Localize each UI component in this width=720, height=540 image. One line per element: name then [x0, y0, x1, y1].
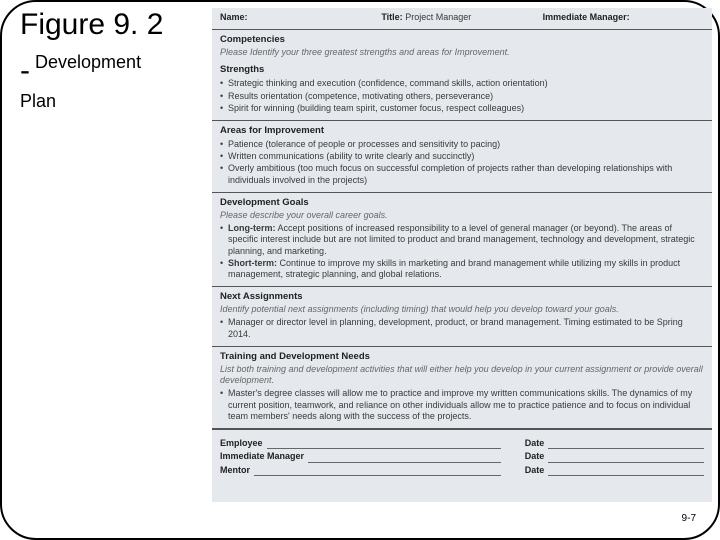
subtitle-word: Development [35, 52, 141, 72]
list-item: Short-term: Continue to improve my skill… [220, 258, 704, 281]
signature-line [308, 454, 501, 463]
list-item: Master's degree classes will allow me to… [220, 388, 704, 422]
goals-title: Development Goals [220, 197, 704, 209]
strengths-title: Strengths [220, 64, 704, 76]
manager-field: Immediate Manager: [543, 12, 704, 23]
next-section: Next Assignments Identify potential next… [212, 287, 712, 347]
date-label: Date [525, 465, 545, 476]
signature-row: Immediate Manager Date [212, 451, 712, 462]
form-header-row: Name: Title: Project Manager Immediate M… [212, 8, 712, 30]
training-instruction: List both training and development activ… [220, 364, 704, 387]
areas-list: Patience (tolerance of people or process… [220, 139, 704, 186]
figure-subtitle: - Development Plan [20, 51, 206, 113]
next-list: Manager or director level in planning, d… [220, 317, 704, 340]
signature-block: Employee Date Immediate Manager Date Men… [212, 429, 712, 480]
name-field: Name: [220, 12, 381, 23]
date-line [548, 467, 704, 476]
signature-row: Mentor Date [212, 465, 712, 476]
training-title: Training and Development Needs [220, 351, 704, 363]
slide-frame: Figure 9. 2 - Development Plan Name: Tit… [0, 0, 720, 540]
subtitle-line2: Plan [20, 91, 56, 111]
goals-list: Long-term: Accept positions of increased… [220, 223, 704, 280]
areas-section: Areas for Improvement Patience (toleranc… [212, 121, 712, 193]
signature-line [254, 467, 501, 476]
list-item: Overly ambitious (too much focus on succ… [220, 163, 704, 186]
list-item: Long-term: Accept positions of increased… [220, 223, 704, 257]
date-label: Date [525, 451, 545, 462]
competencies-section: Competencies Please Identify your three … [212, 30, 712, 60]
list-item: Results orientation (competence, motivat… [220, 91, 704, 102]
development-plan-form: Name: Title: Project Manager Immediate M… [212, 8, 712, 502]
list-item: Manager or director level in planning, d… [220, 317, 704, 340]
goals-instruction: Please describe your overall career goal… [220, 210, 704, 221]
manager-label: Immediate Manager [220, 451, 304, 462]
competencies-title: Competencies [220, 34, 704, 46]
competencies-instruction: Please Identify your three greatest stre… [220, 47, 704, 58]
next-title: Next Assignments [220, 291, 704, 303]
signature-row: Employee Date [212, 438, 712, 449]
signature-line [267, 440, 501, 449]
employee-label: Employee [220, 438, 263, 449]
figure-title: Figure 9. 2 [20, 8, 206, 41]
list-item: Patience (tolerance of people or process… [220, 139, 704, 150]
dash-bullet: - [20, 54, 30, 87]
mentor-label: Mentor [220, 465, 250, 476]
title-field: Title: Project Manager [381, 12, 542, 23]
list-item: Written communications (ability to write… [220, 151, 704, 162]
left-column: Figure 9. 2 - Development Plan [20, 8, 206, 113]
goals-section: Development Goals Please describe your o… [212, 193, 712, 287]
training-section: Training and Development Needs List both… [212, 347, 712, 429]
areas-title: Areas for Improvement [220, 125, 704, 137]
date-line [548, 440, 704, 449]
strengths-section: Strengths Strategic thinking and executi… [212, 60, 712, 121]
training-list: Master's degree classes will allow me to… [220, 388, 704, 422]
date-line [548, 454, 704, 463]
next-instruction: Identify potential next assignments (inc… [220, 304, 704, 315]
strengths-list: Strategic thinking and execution (confid… [220, 78, 704, 114]
list-item: Strategic thinking and execution (confid… [220, 78, 704, 89]
list-item: Spirit for winning (building team spirit… [220, 103, 704, 114]
date-label: Date [525, 438, 545, 449]
page-number: 9-7 [682, 513, 696, 524]
